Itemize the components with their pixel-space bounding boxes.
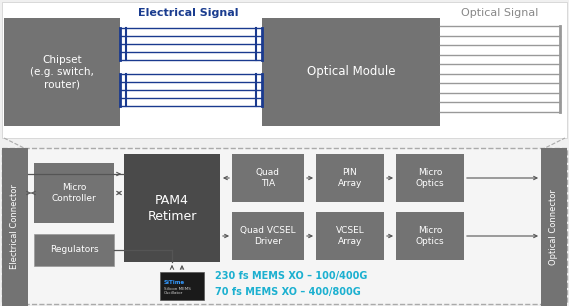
Bar	[160, 272, 204, 300]
Text: 70 fs MEMS XO – 400/800G: 70 fs MEMS XO – 400/800G	[215, 287, 361, 297]
Bar	[316, 154, 384, 202]
Bar	[396, 154, 464, 202]
Bar	[4, 18, 120, 126]
Bar	[316, 212, 384, 260]
Text: PAM4
Retimer: PAM4 Retimer	[147, 193, 197, 222]
Bar	[124, 154, 220, 262]
Text: Micro
Optics: Micro Optics	[416, 168, 444, 188]
Text: Regulators: Regulators	[50, 245, 98, 255]
Bar	[34, 163, 114, 223]
Text: Micro
Controller: Micro Controller	[52, 183, 96, 203]
Text: Electrical Signal: Electrical Signal	[138, 8, 238, 18]
Text: 230 fs MEMS XO – 100/400G: 230 fs MEMS XO – 100/400G	[215, 271, 368, 281]
Bar	[2, 148, 567, 304]
Text: Chipset
(e.g. switch,
router): Chipset (e.g. switch, router)	[30, 54, 94, 89]
Text: Electrical Connector: Electrical Connector	[10, 185, 19, 270]
Text: Optical Signal: Optical Signal	[461, 8, 539, 18]
Text: Micro
Optics: Micro Optics	[416, 226, 444, 246]
Text: Optical Module: Optical Module	[307, 65, 395, 79]
Bar	[396, 212, 464, 260]
Text: VCSEL
Array: VCSEL Array	[336, 226, 364, 246]
Text: Silicon MEMS
Oscillator: Silicon MEMS Oscillator	[164, 287, 191, 295]
Bar	[2, 2, 567, 138]
Text: Quad VCSEL
Driver: Quad VCSEL Driver	[240, 226, 296, 246]
Text: PIN
Array: PIN Array	[338, 168, 362, 188]
Text: SiTime: SiTime	[164, 279, 185, 285]
Bar	[541, 148, 567, 306]
Bar	[34, 234, 114, 266]
Bar	[232, 154, 304, 202]
Text: Optical Connector: Optical Connector	[550, 189, 559, 265]
Text: Quad
TIA: Quad TIA	[256, 168, 280, 188]
Bar	[232, 212, 304, 260]
Bar	[2, 148, 28, 306]
Bar	[262, 18, 440, 126]
